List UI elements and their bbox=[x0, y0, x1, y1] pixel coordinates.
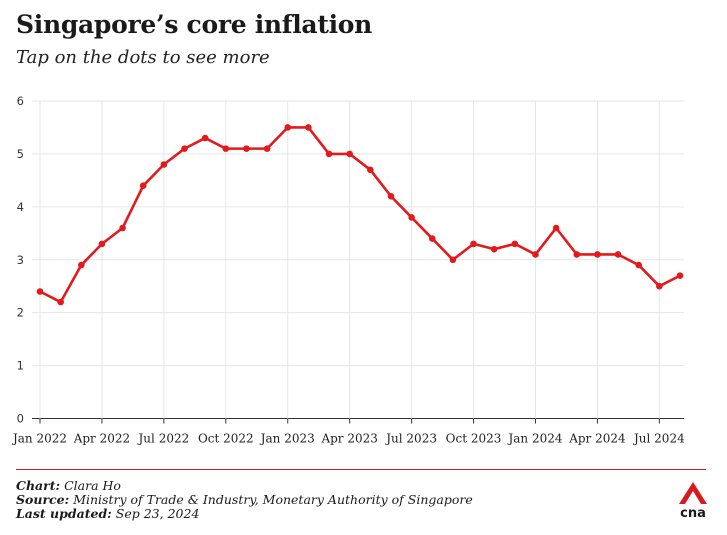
grid-layer bbox=[32, 100, 684, 419]
data-point[interactable] bbox=[57, 298, 64, 306]
data-point[interactable] bbox=[367, 166, 374, 174]
x-tick-label: Apr 2023 bbox=[320, 432, 377, 446]
data-point[interactable] bbox=[77, 261, 85, 269]
data-point[interactable] bbox=[573, 251, 581, 258]
y-tick-label: 6 bbox=[17, 94, 24, 108]
x-tick-label: Jan 2024 bbox=[506, 432, 562, 446]
y-tick-label: 3 bbox=[17, 253, 24, 267]
y-tick-label: 2 bbox=[17, 306, 24, 320]
credit-value: Clara Ho bbox=[64, 478, 121, 493]
y-tick-label: 0 bbox=[17, 412, 24, 426]
data-point[interactable] bbox=[490, 245, 498, 253]
data-point[interactable] bbox=[552, 224, 560, 232]
x-tick-label: Jul 2023 bbox=[384, 432, 437, 446]
y-tick-label: 1 bbox=[17, 359, 24, 373]
data-point[interactable] bbox=[181, 145, 188, 152]
data-point[interactable] bbox=[160, 161, 168, 168]
data-point[interactable] bbox=[36, 288, 44, 295]
chart-subtitle: Tap on the dots to see more bbox=[16, 47, 270, 68]
y-axis-ticks: 0 1 2 3 4 5 6 bbox=[17, 94, 24, 426]
data-point[interactable] bbox=[470, 240, 477, 248]
data-point[interactable] bbox=[119, 224, 126, 232]
data-point[interactable] bbox=[676, 272, 684, 279]
data-point[interactable] bbox=[428, 235, 436, 242]
data-point[interactable] bbox=[511, 240, 519, 248]
data-point[interactable] bbox=[201, 134, 209, 142]
cna-logo[interactable]: cna bbox=[676, 480, 710, 520]
x-tick-label: Jan 2022 bbox=[11, 432, 67, 446]
x-tick-label: Oct 2022 bbox=[198, 432, 254, 446]
data-point[interactable] bbox=[243, 145, 250, 152]
data-point[interactable] bbox=[532, 251, 539, 258]
data-point[interactable] bbox=[325, 150, 333, 158]
x-tick-label: Jul 2024 bbox=[632, 432, 685, 446]
cna-logo-text: cna bbox=[680, 506, 706, 520]
data-point[interactable] bbox=[614, 251, 622, 258]
data-point[interactable] bbox=[387, 192, 395, 200]
x-tick-label: Apr 2022 bbox=[73, 432, 130, 446]
x-tick-label: Apr 2024 bbox=[568, 432, 626, 446]
source-value: Ministry of Trade & Industry, Monetary A… bbox=[73, 492, 473, 507]
data-point[interactable] bbox=[98, 240, 106, 248]
updated-label: Last updated: bbox=[16, 506, 112, 521]
y-tick-label: 5 bbox=[17, 147, 24, 161]
data-point[interactable] bbox=[222, 145, 230, 152]
footer-credit: Chart: Clara Ho bbox=[16, 478, 121, 493]
cna-logo-mark bbox=[679, 482, 707, 504]
series-line bbox=[39, 126, 681, 304]
data-point[interactable] bbox=[305, 124, 312, 131]
data-point[interactable] bbox=[408, 214, 415, 221]
x-tick-label: Oct 2023 bbox=[446, 432, 502, 446]
data-point[interactable] bbox=[346, 150, 353, 158]
x-axis-ticks: Jan 2022 Apr 2022 Jul 2022 Oct 2022 Jan 2023… bbox=[11, 418, 685, 446]
updated-value: Sep 23, 2024 bbox=[115, 506, 200, 521]
x-tick-label: Jan 2023 bbox=[259, 432, 315, 446]
data-points[interactable] bbox=[36, 124, 684, 306]
data-point[interactable] bbox=[284, 124, 292, 131]
line-chart: 0 1 2 3 4 5 6 Jan 2022 Apr 2022 Jul 2022 Oct 2022… bbox=[11, 94, 685, 446]
data-point[interactable] bbox=[594, 251, 601, 258]
data-point[interactable] bbox=[635, 261, 643, 269]
footer-source: Source: Ministry of Trade & Industry, Mo… bbox=[16, 492, 473, 507]
y-tick-label: 4 bbox=[17, 200, 24, 214]
footer-updated: Last updated: Sep 23, 2024 bbox=[16, 506, 199, 521]
chart-title: Singapore’s core inflation bbox=[16, 10, 373, 39]
data-point[interactable] bbox=[449, 256, 457, 264]
data-point[interactable] bbox=[656, 282, 663, 290]
footer-divider bbox=[16, 469, 706, 470]
data-point[interactable] bbox=[139, 182, 147, 189]
credit-label: Chart: bbox=[16, 478, 61, 493]
data-point[interactable] bbox=[263, 145, 271, 152]
source-label: Source: bbox=[16, 492, 70, 507]
x-tick-label: Jul 2022 bbox=[137, 432, 190, 446]
